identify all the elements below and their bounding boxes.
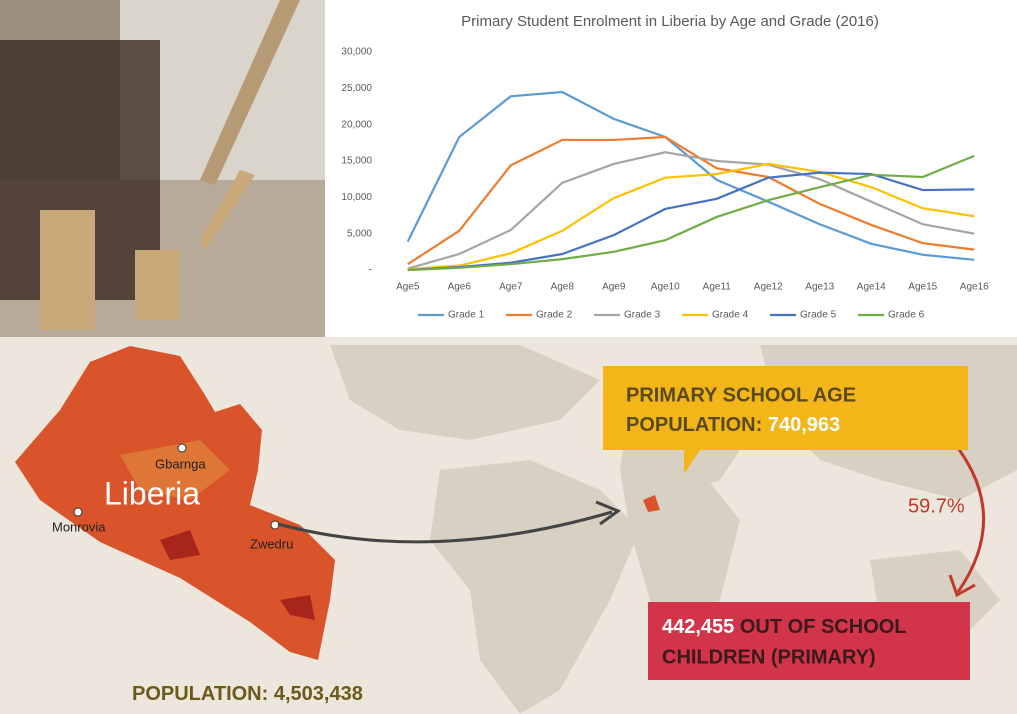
arrow-head: [595, 500, 622, 526]
out-of-school-label: OUT OF SCHOOL: [740, 616, 907, 638]
x-tick-label: Age7: [499, 282, 523, 293]
legend-label: Grade 6: [888, 310, 925, 321]
y-tick-label: 5,000: [347, 228, 372, 239]
map-region: [160, 530, 315, 620]
out-of-school-value: 442,455: [662, 616, 734, 638]
population-value: 4,503,438: [274, 683, 363, 705]
arrow-head: [948, 574, 976, 598]
series-line: [406, 90, 975, 261]
out-of-school-line: 442,455 OUT OF SCHOOL: [662, 616, 907, 638]
city-label: Gbarnga: [155, 456, 206, 471]
y-tick-label: 20,000: [341, 119, 372, 130]
series-line: [407, 151, 975, 270]
x-tick-label: Age11: [703, 282, 732, 293]
country-label: Liberia: [104, 475, 200, 511]
city-label: Monrovia: [52, 519, 106, 534]
school-age-line: PRIMARY SCHOOL AGE: [626, 384, 856, 406]
share-label: 59.7%: [908, 495, 965, 517]
x-tick-label: Age9: [602, 282, 626, 293]
chart: Primary Student Enrolment in Liberia by …: [341, 13, 989, 321]
x-tick-label: Age10: [651, 282, 680, 293]
liberia-marker: [643, 495, 660, 512]
school-age-label: POPULATION:: [626, 414, 762, 436]
school-age-value: 740,963: [768, 414, 840, 436]
x-tick-label: Age14: [857, 282, 886, 293]
series-line: [407, 171, 975, 272]
series-line: [407, 154, 975, 272]
x-tick-label: Age6: [448, 282, 472, 293]
series-line: [407, 162, 975, 271]
legend-label: Grade 2: [536, 310, 573, 321]
x-tick-label: Age5: [396, 282, 420, 293]
legend-label: Grade 3: [624, 310, 661, 321]
y-tick-label: 10,000: [341, 192, 372, 203]
out-of-school-box: [648, 602, 970, 680]
chart-title: Primary Student Enrolment in Liberia by …: [461, 13, 879, 30]
chart-background: [325, 0, 1017, 337]
legend-label: Grade 1: [448, 310, 485, 321]
map-region: [120, 440, 230, 500]
arrow: [943, 430, 986, 593]
y-tick-label: 30,000: [341, 47, 372, 58]
school-age-box: [603, 366, 968, 474]
liberia-map: [15, 346, 335, 660]
y-tick-label: -: [369, 265, 372, 276]
legend-label: Grade 4: [712, 310, 749, 321]
out-of-school-line: CHILDREN (PRIMARY): [662, 646, 876, 668]
school-age-line: POPULATION: 740,963: [626, 414, 840, 436]
x-tick-label: Age13: [805, 282, 834, 293]
arrow: [277, 510, 613, 544]
population-label: POPULATION:: [132, 683, 268, 705]
population: POPULATION: 4,503,438: [132, 683, 363, 705]
x-tick-label: Age8: [551, 282, 575, 293]
y-tick-label: 25,000: [341, 83, 372, 94]
y-tick-label: 15,000: [341, 156, 372, 167]
x-tick-label: Age16: [960, 282, 989, 293]
x-tick-label: Age15: [908, 282, 937, 293]
city-label: Zwedru: [250, 536, 293, 551]
legend-label: Grade 5: [800, 310, 837, 321]
photo: [0, 0, 325, 337]
city-dot: [73, 507, 83, 517]
x-tick-label: Age12: [754, 282, 783, 293]
series-line: [407, 135, 975, 266]
city-dot: [177, 443, 187, 453]
